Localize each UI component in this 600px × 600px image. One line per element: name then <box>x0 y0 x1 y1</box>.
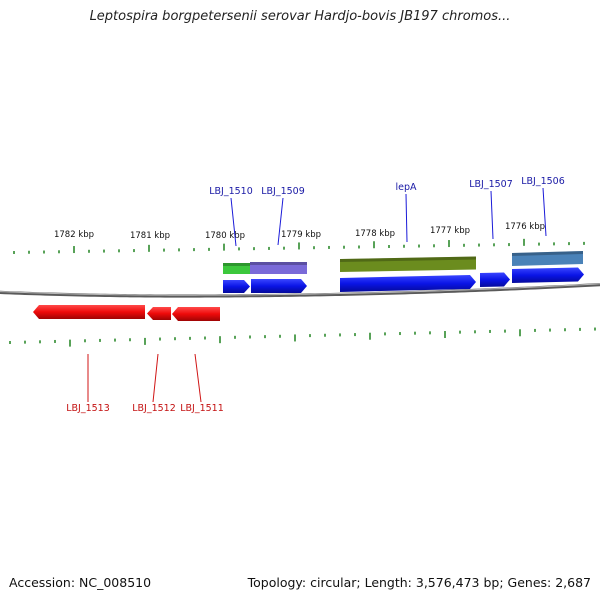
gene-label-LBJ_1506: LBJ_1506 <box>521 176 565 187</box>
scale-label: 1781 kbp <box>130 231 170 241</box>
scale-label: 1777 kbp <box>430 226 470 236</box>
leader-line-LBJ_1509 <box>277 197 284 246</box>
leader-line-lepA <box>405 193 408 243</box>
chromosome-backbone-highlight <box>0 283 600 296</box>
gene-label-LBJ_1513: LBJ_1513 <box>66 403 110 414</box>
leader-line-LBJ_1507 <box>490 190 494 240</box>
leader-line-LBJ_1511 <box>194 353 202 403</box>
gene-arrow-LBJ_1513 <box>33 305 145 319</box>
feature-bar-steelblue <box>512 251 583 266</box>
feature-bar-green <box>223 263 250 274</box>
feature-bar-olive-edge <box>340 256 476 262</box>
feature-bar-purple <box>250 262 307 274</box>
gene-arrow-LBJ_1511 <box>172 307 220 321</box>
gene-arrow-LBJ_1506 <box>512 267 584 283</box>
gene-label-LBJ_1510: LBJ_1510 <box>209 186 253 197</box>
feature-bar-steelblue-edge <box>512 251 583 256</box>
gene-arrow-LBJ_1507 <box>480 272 510 287</box>
gene-arrow-LBJ_1512 <box>147 307 171 320</box>
scale-label: 1779 kbp <box>281 230 321 240</box>
chromosome-backbone <box>0 283 600 298</box>
gene-label-LBJ_1511: LBJ_1511 <box>180 403 224 414</box>
gene-label-lepA: lepA <box>395 182 417 193</box>
map-title: Leptospira borgpetersenii serovar Hardjo… <box>89 9 511 24</box>
accession-label: Accession: NC_008510 <box>9 575 152 590</box>
leader-line-LBJ_1506 <box>542 187 547 237</box>
scale-label: 1780 kbp <box>205 231 245 241</box>
feature-bar-green-edge <box>223 263 250 266</box>
leader-line-LBJ_1510 <box>230 197 237 247</box>
gene-arrow-lepA <box>340 275 476 292</box>
gene-label-LBJ_1509: LBJ_1509 <box>261 186 305 197</box>
gene-label-LBJ_1512: LBJ_1512 <box>132 403 176 414</box>
scale-label: 1776 kbp <box>505 222 545 232</box>
scale-label: 1782 kbp <box>54 230 94 240</box>
gene-label-LBJ_1507: LBJ_1507 <box>469 179 513 190</box>
leader-line-LBJ_1512 <box>152 353 159 403</box>
gene-arrow-LBJ_1509 <box>251 279 307 293</box>
scale-label: 1778 kbp <box>355 229 395 239</box>
feature-bar-olive <box>340 256 476 272</box>
gene-arrow-LBJ_1510 <box>223 280 250 293</box>
topology-label: Topology: circular; Length: 3,576,473 bp… <box>247 575 591 590</box>
feature-bar-purple-edge <box>250 262 307 265</box>
